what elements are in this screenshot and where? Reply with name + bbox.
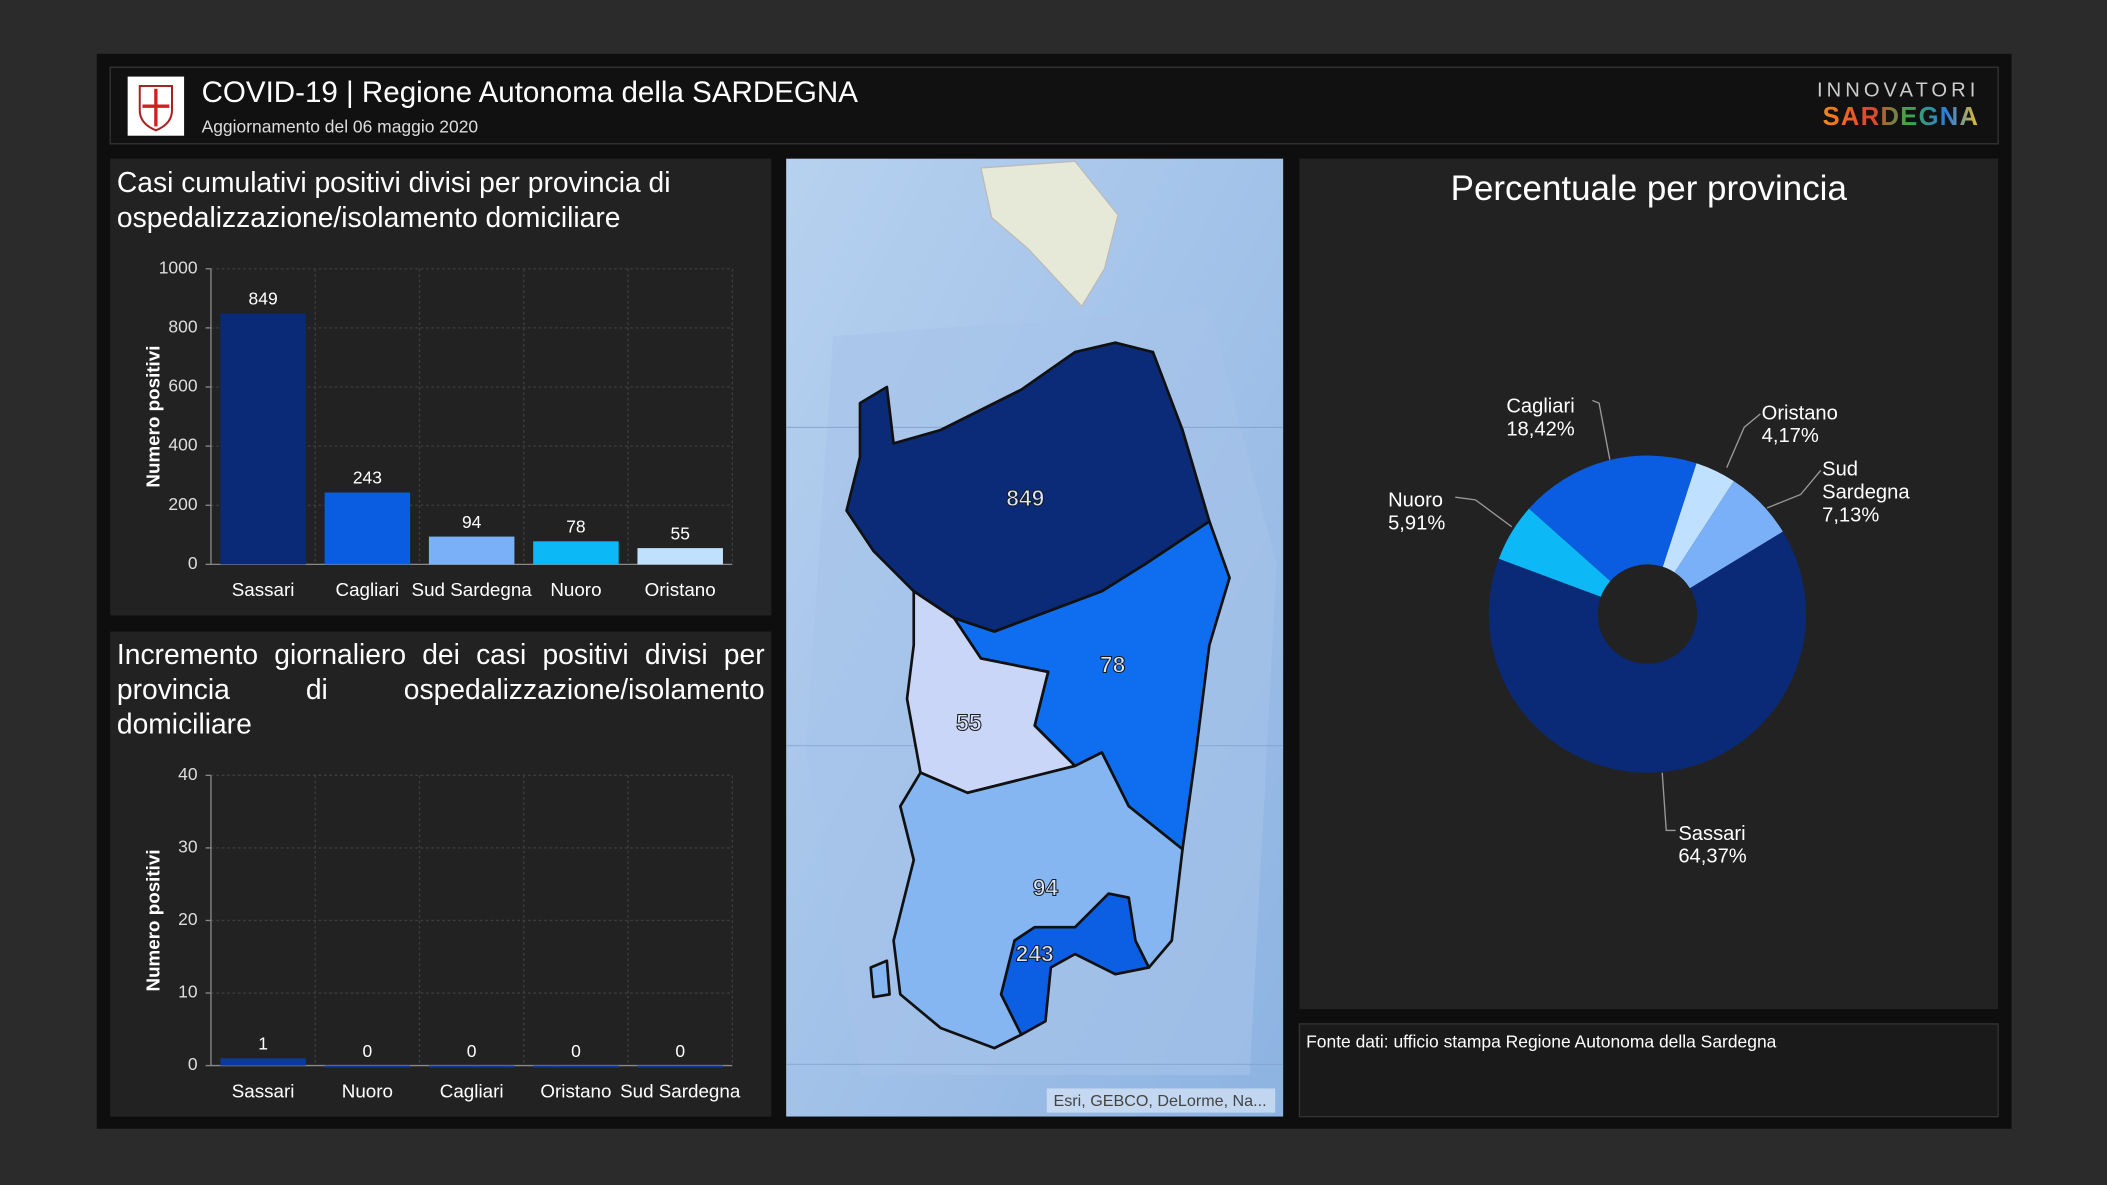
map: 849 78 55 94 243 Esri, GEBCO, DeLorme, N… bbox=[786, 158, 1284, 1117]
header-title: COVID-19 | Regione Autonoma della SARDEG… bbox=[202, 76, 859, 109]
pie-label-value: 7,13% bbox=[1822, 503, 1880, 527]
pie-label-value: 64,37% bbox=[1678, 845, 1747, 869]
map-corsica bbox=[980, 160, 1119, 308]
y-tick-label: 20 bbox=[178, 909, 198, 929]
chart-title: Incremento giornaliero dei casi positivi… bbox=[116, 639, 765, 741]
y-axis-label: Numero positivi bbox=[143, 849, 164, 991]
pie-label: Sassari 64,37% bbox=[1678, 822, 1799, 868]
leader-line bbox=[1661, 772, 1676, 832]
y-tick-label: 30 bbox=[178, 837, 198, 857]
pie-label-name: Sud Sardegna bbox=[1822, 458, 1910, 504]
leader-line bbox=[1766, 469, 1822, 509]
value-label: 94 bbox=[462, 512, 482, 532]
bar bbox=[324, 1065, 411, 1068]
value-label: 849 bbox=[249, 289, 278, 309]
pie-label: Cagliari 18,42% bbox=[1506, 395, 1627, 441]
attribution-box bbox=[1046, 1088, 1276, 1113]
pie-label-name: Nuoro bbox=[1388, 489, 1443, 512]
y-tick-label: 400 bbox=[168, 435, 197, 455]
x-tick-label: Oristano bbox=[540, 1080, 611, 1101]
map-label: 243 bbox=[1016, 940, 1054, 966]
brand-bottom: SARDEGNA bbox=[1823, 103, 1980, 131]
pie-label: Nuoro 5,91% bbox=[1388, 489, 1509, 535]
leader-line bbox=[1455, 496, 1513, 528]
header-subtitle: Aggiornamento del 06 maggio 2020 bbox=[202, 116, 479, 136]
value-label: 55 bbox=[670, 523, 689, 543]
y-tick-label: 0 bbox=[188, 1054, 198, 1074]
chart-title: Percentuale per provincia bbox=[1450, 167, 1847, 209]
map-label: 94 bbox=[1033, 875, 1059, 901]
pie-label-value: 5,91% bbox=[1388, 511, 1446, 535]
pie-label-value: 4,17% bbox=[1761, 424, 1819, 448]
x-tick-label: Sassari bbox=[232, 579, 295, 600]
island bbox=[869, 959, 891, 999]
province-region bbox=[999, 892, 1151, 1037]
value-label: 243 bbox=[353, 468, 382, 488]
y-tick-label: 1000 bbox=[159, 257, 198, 277]
y-tick-label: 40 bbox=[178, 764, 198, 784]
y-tick-label: 600 bbox=[168, 376, 197, 396]
pie-label-name: Sassari bbox=[1678, 822, 1746, 846]
pie-label: Sud Sardegna 7,13% bbox=[1822, 458, 1919, 527]
value-label: 0 bbox=[675, 1041, 685, 1061]
x-tick-label: Sassari bbox=[232, 1080, 295, 1101]
bar bbox=[428, 1065, 515, 1068]
value-label: 0 bbox=[363, 1041, 373, 1061]
brand-top: INNOVATORI bbox=[1817, 80, 1979, 102]
source-note: Fonte dati: ufficio stampa Regione Auton… bbox=[1306, 1031, 1777, 1051]
leader-line bbox=[1592, 399, 1611, 460]
header-panel bbox=[109, 66, 1999, 145]
logo-cross bbox=[142, 88, 170, 127]
bar bbox=[637, 1065, 723, 1068]
bar bbox=[533, 1065, 619, 1068]
pie-slice bbox=[1529, 455, 1697, 582]
panel bbox=[110, 631, 772, 1117]
panel bbox=[1299, 158, 1999, 1010]
pie-label-value: 18,42% bbox=[1506, 417, 1575, 441]
pie-label-name: Cagliari bbox=[1506, 395, 1575, 418]
pie-label-name: Oristano bbox=[1761, 401, 1838, 425]
pie-slice bbox=[1674, 481, 1783, 589]
y-tick-label: 800 bbox=[168, 316, 197, 336]
bar bbox=[533, 541, 619, 565]
y-tick-label: 200 bbox=[168, 494, 197, 514]
bar bbox=[428, 536, 515, 565]
x-tick-label: Oristano bbox=[645, 579, 716, 600]
leader-line bbox=[1726, 413, 1761, 468]
chart-title: Casi cumulativi positivi divisi per prov… bbox=[116, 167, 671, 234]
bar bbox=[220, 313, 306, 565]
pie-slice bbox=[1488, 531, 1806, 773]
map-label: 78 bbox=[1100, 652, 1125, 678]
x-tick-label: Nuoro bbox=[342, 1080, 393, 1101]
value-label: 0 bbox=[467, 1041, 477, 1061]
panel bbox=[1298, 1023, 1999, 1118]
x-tick-label: Cagliari bbox=[336, 579, 400, 600]
pie-slice bbox=[1662, 463, 1734, 573]
y-axis-label: Numero positivi bbox=[143, 346, 164, 488]
map-label: 55 bbox=[956, 709, 982, 735]
pie-label: Oristano 4,17% bbox=[1762, 402, 1883, 448]
y-tick-label: 10 bbox=[178, 982, 198, 1002]
value-label: 0 bbox=[571, 1041, 581, 1061]
y-tick-label: 0 bbox=[188, 553, 198, 573]
x-tick-label: Sud Sardegna bbox=[412, 579, 533, 600]
value-label: 78 bbox=[566, 516, 585, 536]
bar bbox=[324, 492, 411, 565]
value-label: 1 bbox=[258, 1034, 268, 1054]
x-tick-label: Sud Sardegna bbox=[620, 1080, 741, 1101]
bar bbox=[637, 548, 723, 565]
map-label: 849 bbox=[1006, 485, 1044, 511]
x-tick-label: Nuoro bbox=[550, 579, 601, 600]
bar bbox=[220, 1058, 306, 1066]
map-attribution: Esri, GEBCO, DeLorme, Na... bbox=[1054, 1092, 1267, 1110]
pie-slice bbox=[1498, 508, 1611, 597]
x-tick-label: Cagliari bbox=[440, 1080, 504, 1101]
